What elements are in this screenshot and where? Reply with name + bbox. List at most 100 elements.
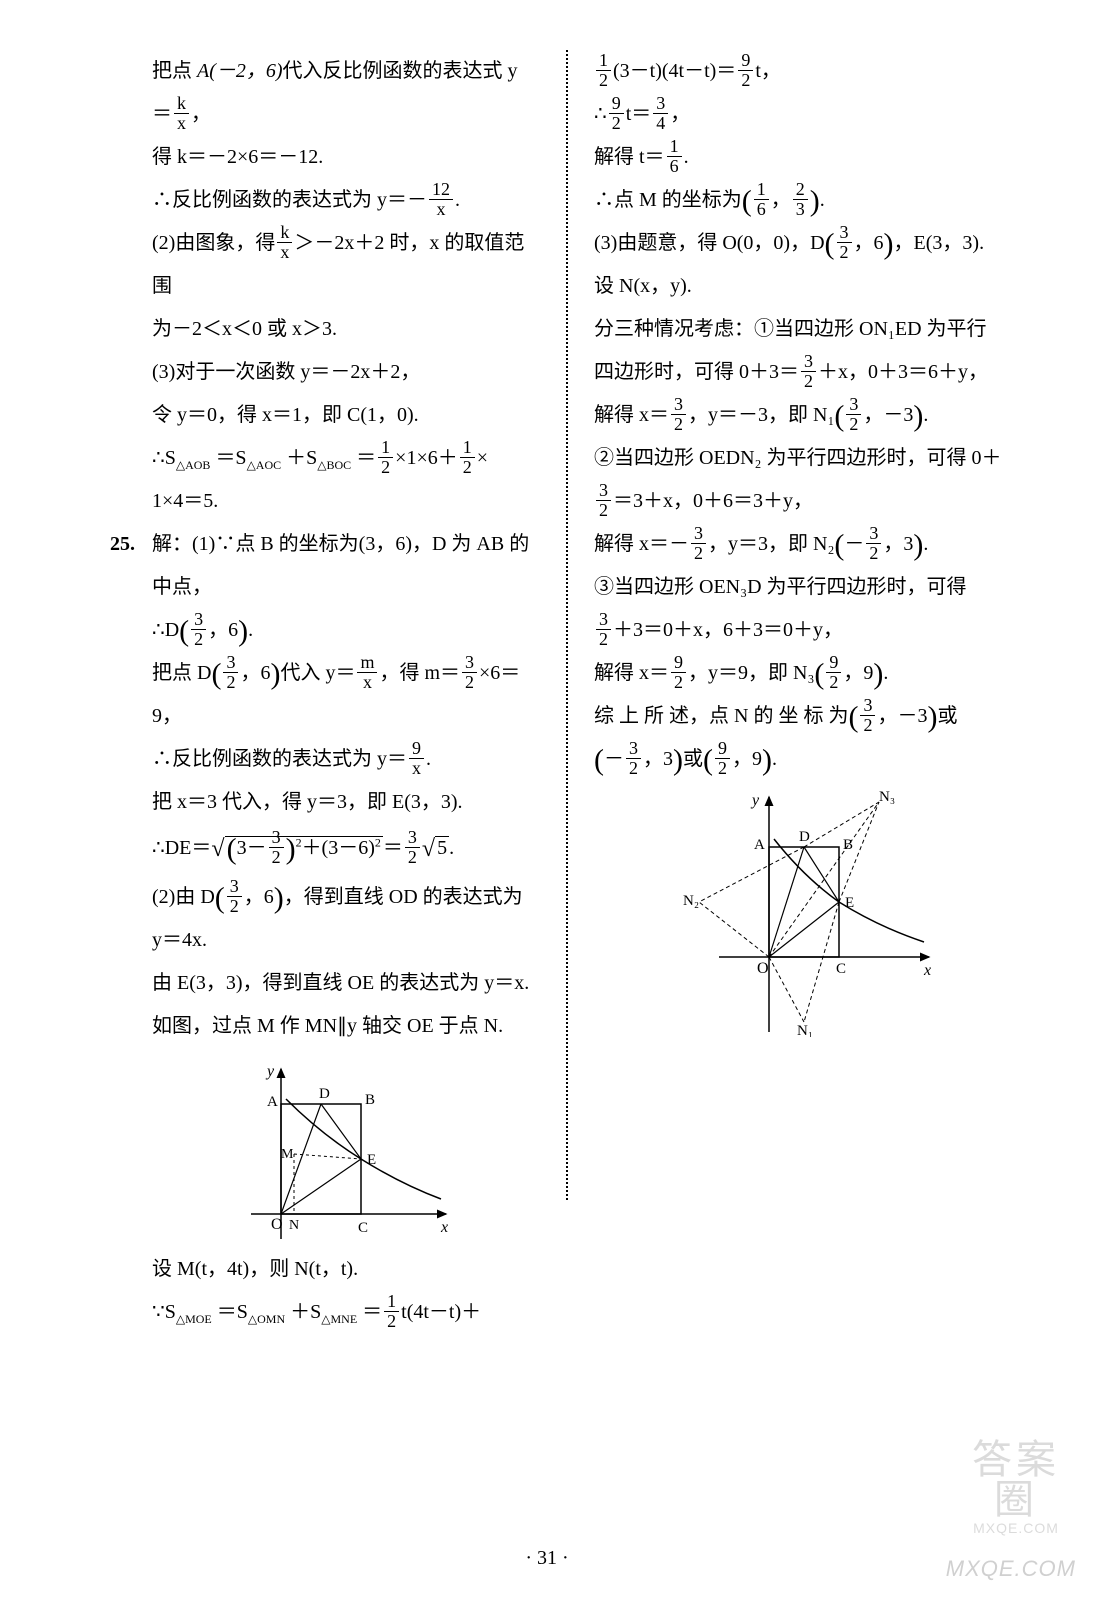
svg-text:O: O bbox=[757, 960, 769, 977]
watermark-text-cn: 答案圈 bbox=[956, 1440, 1076, 1520]
fraction: 16 bbox=[667, 137, 682, 176]
text-line: ∴S△AOB ＝S△AOC ＋S△BOC ＝12×1×6＋12× bbox=[152, 437, 540, 480]
svg-text:O: O bbox=[271, 1216, 283, 1233]
text: ，3 bbox=[643, 748, 673, 770]
text: ，3 bbox=[883, 533, 913, 555]
text: ∴ bbox=[594, 103, 607, 125]
text: . bbox=[820, 189, 825, 211]
text: ∴DE＝ bbox=[152, 837, 211, 859]
text: 解得 x＝ bbox=[594, 662, 669, 684]
problem-number: 25. bbox=[110, 523, 152, 1334]
subscript: △MNE bbox=[321, 1312, 357, 1326]
text-line: 如图，过点 M 作 MN∥y 轴交 OE 于点 N. bbox=[152, 1005, 540, 1048]
text-line: 设 N(x，y). bbox=[594, 265, 1024, 308]
text: . bbox=[923, 404, 928, 426]
text-line: 12(3－t)(4t－t)＝92t， bbox=[594, 50, 1024, 93]
problem-body: 解：(1)∵点 B 的坐标为(3，6)，D 为 AB 的 中点， ∴D(32，6… bbox=[152, 523, 540, 1334]
text-line: 1×4＝5. bbox=[152, 480, 540, 523]
fraction: 92 bbox=[826, 653, 841, 692]
text: ＝ bbox=[383, 837, 403, 859]
text-line: ∴92t＝34， bbox=[594, 93, 1024, 136]
text: . bbox=[684, 146, 689, 168]
svg-text:E: E bbox=[845, 895, 854, 911]
text: ，－3 bbox=[877, 705, 927, 727]
figure-2: O x y A B C D E N₁ N₂ N₃ bbox=[679, 787, 939, 1037]
text: (3)由题意，得 O(0，0)，D bbox=[594, 232, 825, 254]
text: . bbox=[455, 189, 460, 211]
text-line: 由 E(3，3)，得到直线 OE 的表达式为 y＝x. bbox=[152, 962, 540, 1005]
continuation-block: 把点 A(－2，6)代入反比例函数的表达式 y ＝kx， 得 k＝－2×6＝－1… bbox=[110, 50, 540, 523]
watermark-text-en: MXQE.COM bbox=[956, 1520, 1076, 1536]
text: ＋S bbox=[286, 447, 317, 469]
watermark-url: MXQE.COM bbox=[946, 1556, 1076, 1582]
text-line: ∴DE＝√(3－32)2＋(3－6)2＝32√5. bbox=[152, 824, 540, 876]
text-line: 中点， bbox=[152, 566, 540, 609]
fraction: 32 bbox=[671, 395, 686, 434]
text: ，y＝9，即 N₃ bbox=[688, 662, 814, 684]
fraction: mx bbox=[357, 653, 377, 692]
text: 把点 bbox=[152, 60, 197, 82]
text: × bbox=[477, 447, 488, 469]
problem-25: 25. 解：(1)∵点 B 的坐标为(3，6)，D 为 AB 的 中点， ∴D(… bbox=[110, 523, 540, 1334]
fraction: 92 bbox=[671, 653, 686, 692]
text: ，E(3，3). bbox=[894, 232, 985, 254]
text: ， bbox=[670, 103, 690, 125]
svg-text:y: y bbox=[750, 792, 760, 809]
fraction: 32 bbox=[801, 352, 816, 391]
text-line: ∴点 M 的坐标为(16，23). bbox=[594, 179, 1024, 222]
text: ×1×6＋ bbox=[395, 447, 458, 469]
fraction: kx bbox=[277, 223, 292, 262]
text-line: ∵S△MOE ＝S△OMN ＋S△MNE ＝12t(4t－t)＋ bbox=[152, 1291, 540, 1334]
text: ∴反比例函数的表达式为 y＝－ bbox=[152, 189, 427, 211]
svg-text:N: N bbox=[289, 1218, 299, 1233]
text: ＝S bbox=[215, 447, 246, 469]
svg-text:C: C bbox=[836, 961, 846, 977]
text: . bbox=[883, 662, 888, 684]
text: ∵S bbox=[152, 1301, 176, 1323]
subscript: △AOC bbox=[247, 458, 282, 472]
text: 或 bbox=[683, 748, 703, 770]
text-line: ∴D(32，6). bbox=[152, 609, 540, 652]
text: ＝ bbox=[356, 447, 376, 469]
two-column-layout: 把点 A(－2，6)代入反比例函数的表达式 y ＝kx， 得 k＝－2×6＝－1… bbox=[110, 50, 1024, 1200]
text-line: (2)由图象，得kx＞－2x＋2 时，x 的取值范围 bbox=[152, 222, 540, 308]
text-line: 解得 t＝16. bbox=[594, 136, 1024, 179]
fraction: 32 bbox=[405, 828, 420, 867]
text: ，9 bbox=[843, 662, 873, 684]
fraction: 23 bbox=[793, 180, 808, 219]
text-line: ＝kx， bbox=[152, 93, 540, 136]
text-line: 解得 x＝－32，y＝3，即 N₂(－32，3). bbox=[594, 523, 1024, 566]
text: . bbox=[426, 748, 431, 770]
text: ，6 bbox=[240, 662, 270, 684]
svg-text:A: A bbox=[267, 1094, 278, 1110]
text: 解得 t＝ bbox=[594, 146, 665, 168]
svg-text:C: C bbox=[358, 1220, 368, 1236]
text: (2)由 D bbox=[152, 886, 215, 908]
svg-text:B: B bbox=[365, 1092, 375, 1108]
text: (2)由图象，得 bbox=[152, 232, 275, 254]
svg-text:A: A bbox=[754, 837, 765, 853]
fraction: 32 bbox=[462, 653, 477, 692]
text: . bbox=[772, 748, 777, 770]
fraction: 9x bbox=[409, 739, 424, 778]
text: ＝S bbox=[217, 1301, 248, 1323]
subscript: △OMN bbox=[248, 1312, 285, 1326]
text-line: (3)由题意，得 O(0，0)，D(32，6)，E(3，3). bbox=[594, 222, 1024, 265]
svg-text:y: y bbox=[265, 1063, 275, 1080]
text-line: 分三种情况考虑：①当四边形 ON₁ED 为平行 bbox=[594, 308, 1024, 351]
page: 把点 A(－2，6)代入反比例函数的表达式 y ＝kx， 得 k＝－2×6＝－1… bbox=[0, 0, 1094, 1600]
text: t＝ bbox=[626, 103, 652, 125]
text: 解得 x＝ bbox=[594, 404, 669, 426]
svg-text:B: B bbox=[843, 837, 853, 853]
text-line: 32＋3＝0＋x，6＋3＝0＋y， bbox=[594, 609, 1024, 652]
text: 把点 D bbox=[152, 662, 211, 684]
fraction: 92 bbox=[738, 51, 753, 90]
text: ，y＝－3，即 N₁ bbox=[688, 404, 834, 426]
text-line: 把 x＝3 代入，得 y＝3，即 E(3，3). bbox=[152, 781, 540, 824]
text: ＝ bbox=[152, 103, 172, 125]
text: ，y＝3，即 N₂ bbox=[708, 533, 834, 555]
text-line: 解：(1)∵点 B 的坐标为(3，6)，D 为 AB 的 bbox=[152, 523, 540, 566]
text: ＝3＋x，0＋6＝3＋y， bbox=[613, 490, 813, 512]
sqrt: (3－32)2＋(3－6)2 bbox=[225, 836, 383, 859]
text: ， bbox=[771, 189, 791, 211]
